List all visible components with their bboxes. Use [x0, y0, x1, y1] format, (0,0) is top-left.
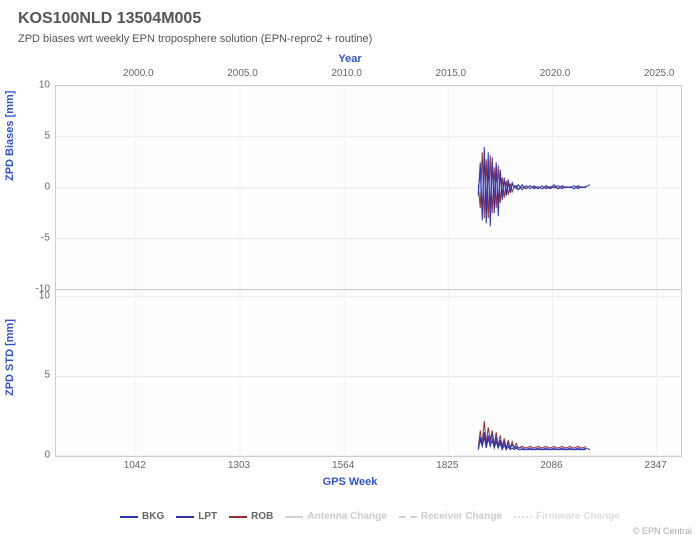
legend-item-receiver: Receiver Change: [399, 511, 502, 522]
legend-item-rob: ROB: [229, 511, 273, 522]
legend: BKG LPT ROB Antenna Change Receiver Chan…: [60, 511, 680, 522]
top-axis-label: Year: [338, 53, 361, 65]
credit: © EPN Central: [633, 526, 692, 536]
chart-subtitle: ZPD biases wrt weekly EPN troposphere so…: [18, 33, 372, 45]
plot-svg: [56, 86, 681, 456]
legend-item-antenna: Antenna Change: [285, 511, 386, 522]
chart-title: KOS100NLD 13504M005: [18, 10, 201, 28]
legend-item-bkg: BKG: [120, 511, 164, 522]
legend-item-firmware: Firmware Change: [514, 511, 620, 522]
bottom-axis-label: GPS Week: [323, 476, 378, 488]
plot-area: [55, 85, 682, 457]
chart-container: KOS100NLD 13504M005 ZPD biases wrt weekl…: [0, 0, 700, 540]
legend-item-lpt: LPT: [176, 511, 217, 522]
y-axis-label-std: ZPD STD [mm]: [4, 319, 16, 396]
